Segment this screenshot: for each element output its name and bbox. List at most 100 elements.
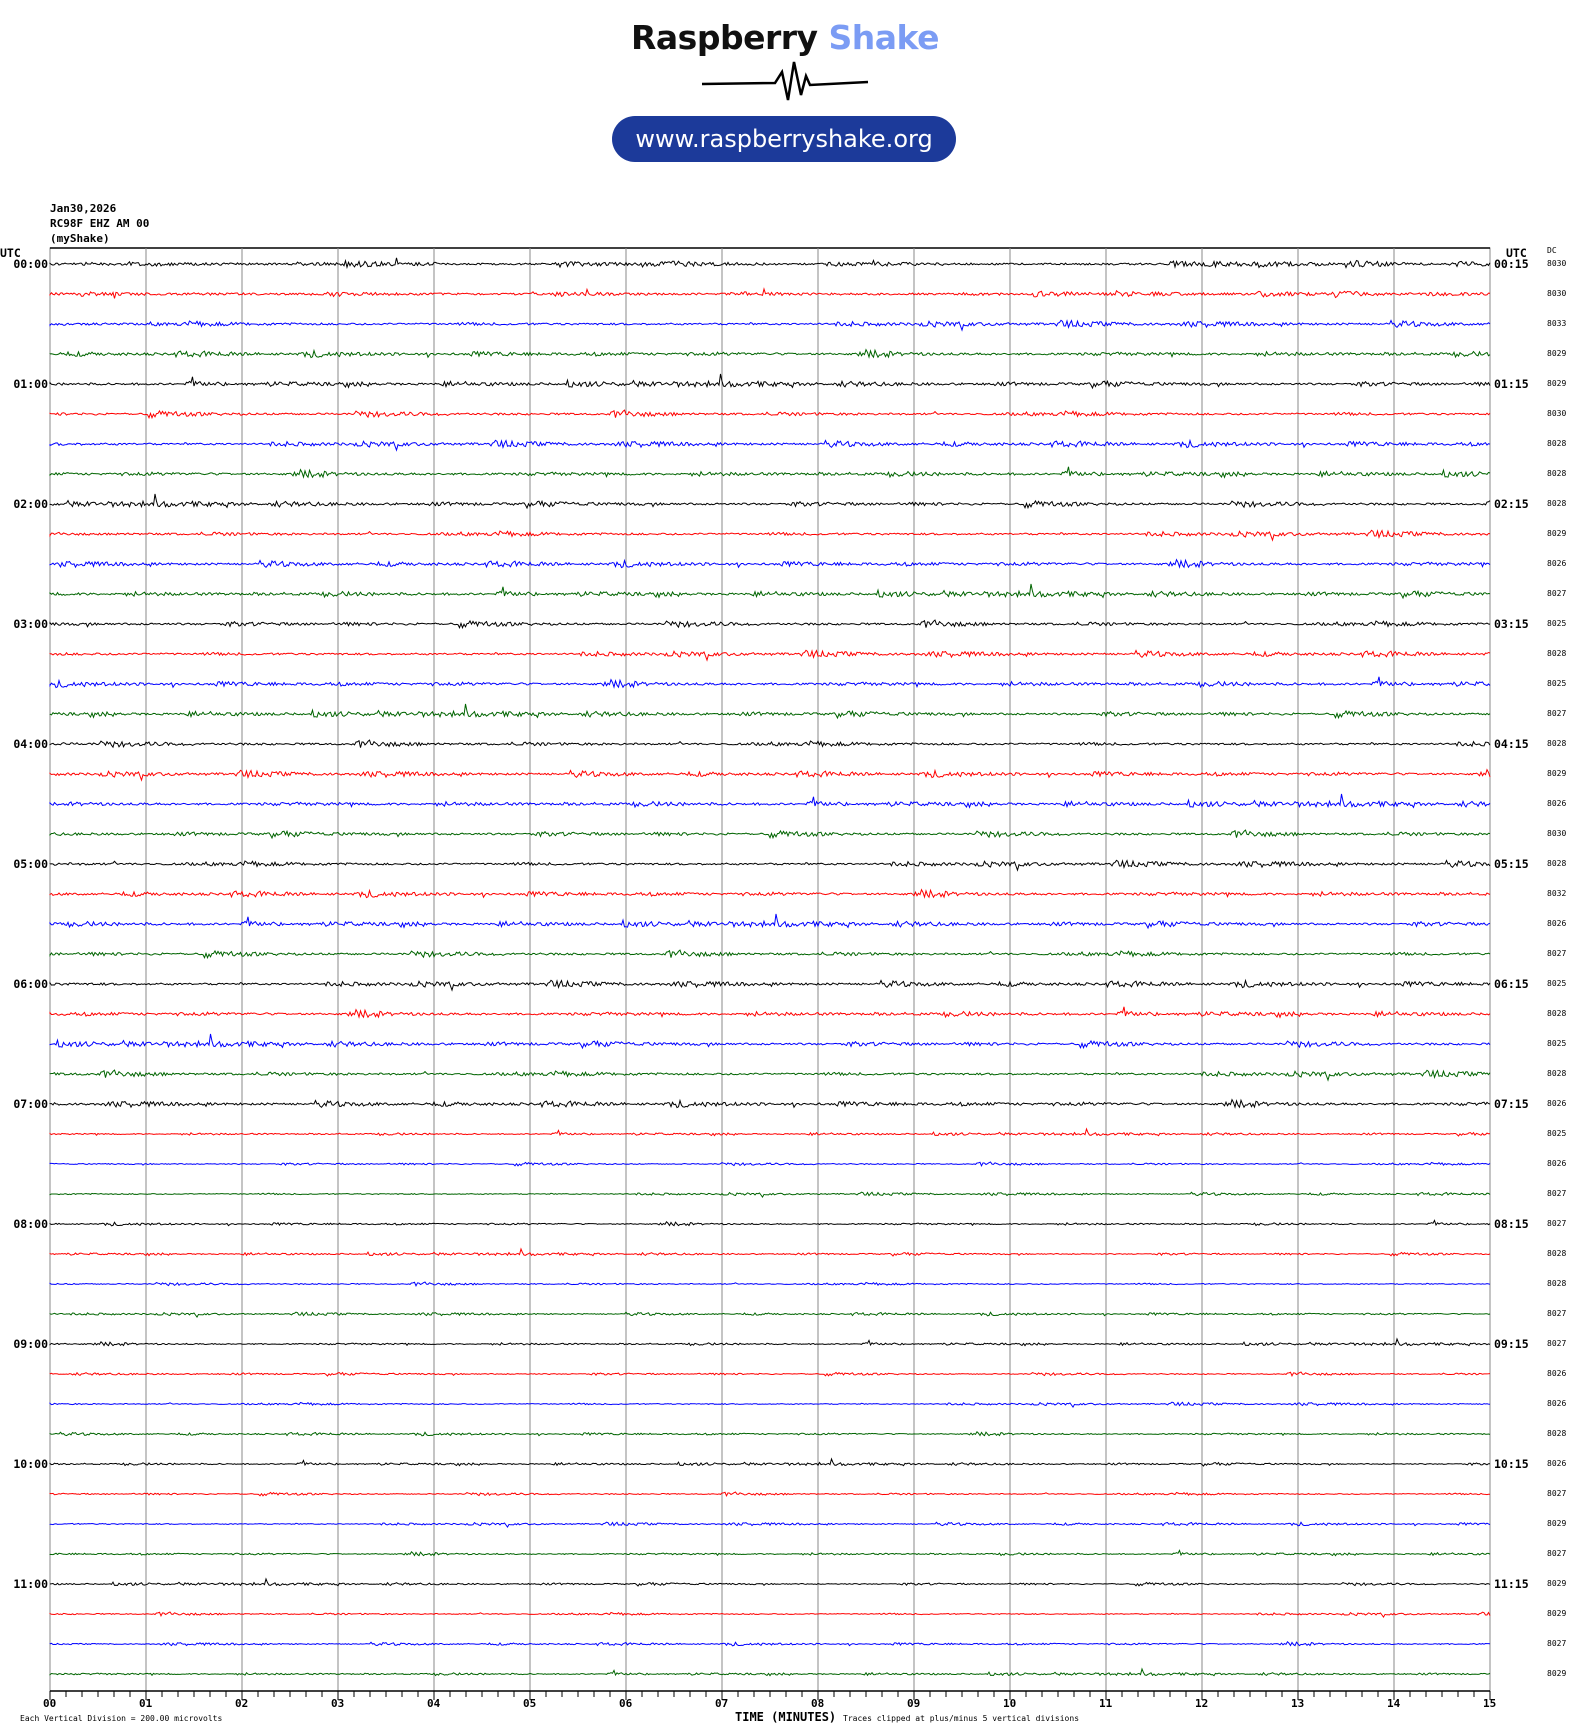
- x-tick-label: 13: [1291, 1697, 1305, 1710]
- seismic-trace-row: [49, 1401, 1491, 1409]
- seismic-trace-row: [49, 287, 1491, 299]
- seismic-trace-row: [49, 1549, 1491, 1557]
- station-label: RC98F EHZ AM 00: [50, 217, 150, 230]
- scale-note: Each Vertical Division = 200.00 microvol…: [20, 1714, 223, 1723]
- dc-offset-label: 8027: [1547, 589, 1567, 598]
- seismic-trace-row: [49, 1311, 1491, 1319]
- seismic-trace-row: [49, 409, 1491, 420]
- seismic-trace-row: [49, 1191, 1491, 1199]
- dc-offset-label: 8025: [1547, 619, 1567, 628]
- left-hour-label: 09:00: [13, 1337, 48, 1351]
- left-hour-label: 03:00: [13, 617, 48, 631]
- x-tick-label: 11: [1099, 1697, 1113, 1710]
- logo-word-raspberry: Raspberry: [631, 18, 818, 57]
- left-hour-label: 08:00: [13, 1217, 48, 1231]
- x-tick-label: 06: [619, 1697, 633, 1710]
- logo-title: Raspberry Shake: [0, 18, 1570, 57]
- clip-note: Traces clipped at plus/minus 5 vertical …: [843, 1714, 1080, 1723]
- seismic-trace-row: [49, 1006, 1491, 1019]
- x-tick-label: 08: [811, 1697, 825, 1710]
- seismic-trace-row: [49, 1521, 1491, 1529]
- dc-offset-label: 8028: [1547, 1249, 1567, 1258]
- dc-offset-label: 8029: [1547, 1519, 1567, 1528]
- dc-offset-label: 8028: [1547, 469, 1567, 478]
- network-label: (myShake): [50, 232, 110, 245]
- left-hour-label: 01:00: [13, 377, 48, 391]
- seismic-trace-row: [49, 1577, 1491, 1587]
- seismic-trace-row: [49, 1337, 1491, 1347]
- left-hour-label: 04:00: [13, 737, 48, 751]
- website-url-link[interactable]: www.raspberryshake.org: [612, 116, 956, 162]
- seismic-trace-row: [49, 1219, 1491, 1227]
- seismic-trace-row: [49, 1491, 1491, 1497]
- dc-offset-label: 8030: [1547, 409, 1567, 418]
- dc-offset-label: 8029: [1547, 1579, 1567, 1588]
- dc-offset-label: 8026: [1547, 1399, 1567, 1408]
- x-tick-label: 04: [427, 1697, 441, 1710]
- seismic-trace-row: [49, 583, 1491, 600]
- seismic-trace-row: [49, 319, 1491, 332]
- seismic-trace-row: [49, 438, 1491, 452]
- seismic-trace-row: [49, 739, 1491, 749]
- seismic-trace-row: [49, 1371, 1491, 1377]
- left-hour-label: 02:00: [13, 497, 48, 511]
- seismic-trace-row: [49, 1161, 1491, 1167]
- dc-offset-label: 8027: [1547, 1189, 1567, 1198]
- x-tick-label: 00: [43, 1697, 57, 1710]
- logo-word-shake: Shake: [828, 18, 940, 57]
- dc-offset-label: 8026: [1547, 1369, 1567, 1378]
- dc-offset-label: 8030: [1547, 259, 1567, 268]
- seismic-trace-row: [49, 1247, 1491, 1257]
- plot-frame: [49, 247, 1491, 1692]
- dc-offset-label: 8027: [1547, 1639, 1567, 1648]
- dc-offset-label: 8028: [1547, 649, 1567, 658]
- dc-offset-label: 8026: [1547, 1159, 1567, 1168]
- dc-offset-label: 8029: [1547, 349, 1567, 358]
- seismic-trace-row: [49, 1098, 1491, 1109]
- seismic-trace-row: [49, 888, 1491, 899]
- date-label: Jan30,2026: [50, 202, 117, 215]
- right-time-label: 11:15: [1494, 1577, 1529, 1591]
- seismic-trace-row: [49, 466, 1491, 479]
- dc-offset-label: 8029: [1547, 769, 1567, 778]
- seismic-trace-row: [49, 829, 1491, 840]
- seismic-trace-row: [49, 1431, 1491, 1437]
- seismic-trace-row: [49, 913, 1491, 930]
- x-tick-label: 10: [1003, 1697, 1017, 1710]
- seismic-trace-row: [49, 649, 1491, 662]
- x-tick-label: 05: [523, 1697, 537, 1710]
- dc-offset-label: 8026: [1547, 1099, 1567, 1108]
- dc-offset-label: 8027: [1547, 1489, 1567, 1498]
- right-time-label: 10:15: [1494, 1457, 1529, 1471]
- x-tick-label: 03: [331, 1697, 345, 1710]
- dc-offset-label: 8029: [1547, 379, 1567, 388]
- seismograph-logo-icon: [701, 61, 869, 101]
- left-hour-label: 05:00: [13, 857, 48, 871]
- dc-offset-label: 8033: [1547, 319, 1567, 328]
- seismic-trace-row: [49, 859, 1491, 872]
- dc-offset-label: 8029: [1547, 529, 1567, 538]
- dc-offset-label: 8026: [1547, 559, 1567, 568]
- left-hour-label: 06:00: [13, 977, 48, 991]
- seismic-trace-row: [49, 1667, 1491, 1677]
- x-tick-label: 02: [235, 1697, 249, 1710]
- left-utc-title: UTC: [0, 246, 21, 260]
- seismic-trace-row: [49, 529, 1491, 542]
- right-time-label: 05:15: [1494, 857, 1529, 871]
- seismic-trace-row: [49, 1611, 1491, 1619]
- left-hour-label: 10:00: [13, 1457, 48, 1471]
- seismic-trace-row: [49, 949, 1491, 960]
- seismic-trace-row: [49, 493, 1491, 510]
- dc-offset-label: 8027: [1547, 1549, 1567, 1558]
- dc-offset-label: 8028: [1547, 1069, 1567, 1078]
- seismic-trace-row: [49, 768, 1491, 782]
- dc-offset-label: 8032: [1547, 889, 1567, 898]
- dc-offset-label: 8030: [1547, 829, 1567, 838]
- right-utc-title: UTC: [1506, 246, 1527, 260]
- right-time-label: 03:15: [1494, 617, 1529, 631]
- seismic-trace-row: [49, 1033, 1491, 1050]
- dc-title: DC: [1547, 246, 1557, 255]
- seismic-trace-row: [49, 348, 1491, 359]
- seismic-trace-row: [49, 978, 1491, 992]
